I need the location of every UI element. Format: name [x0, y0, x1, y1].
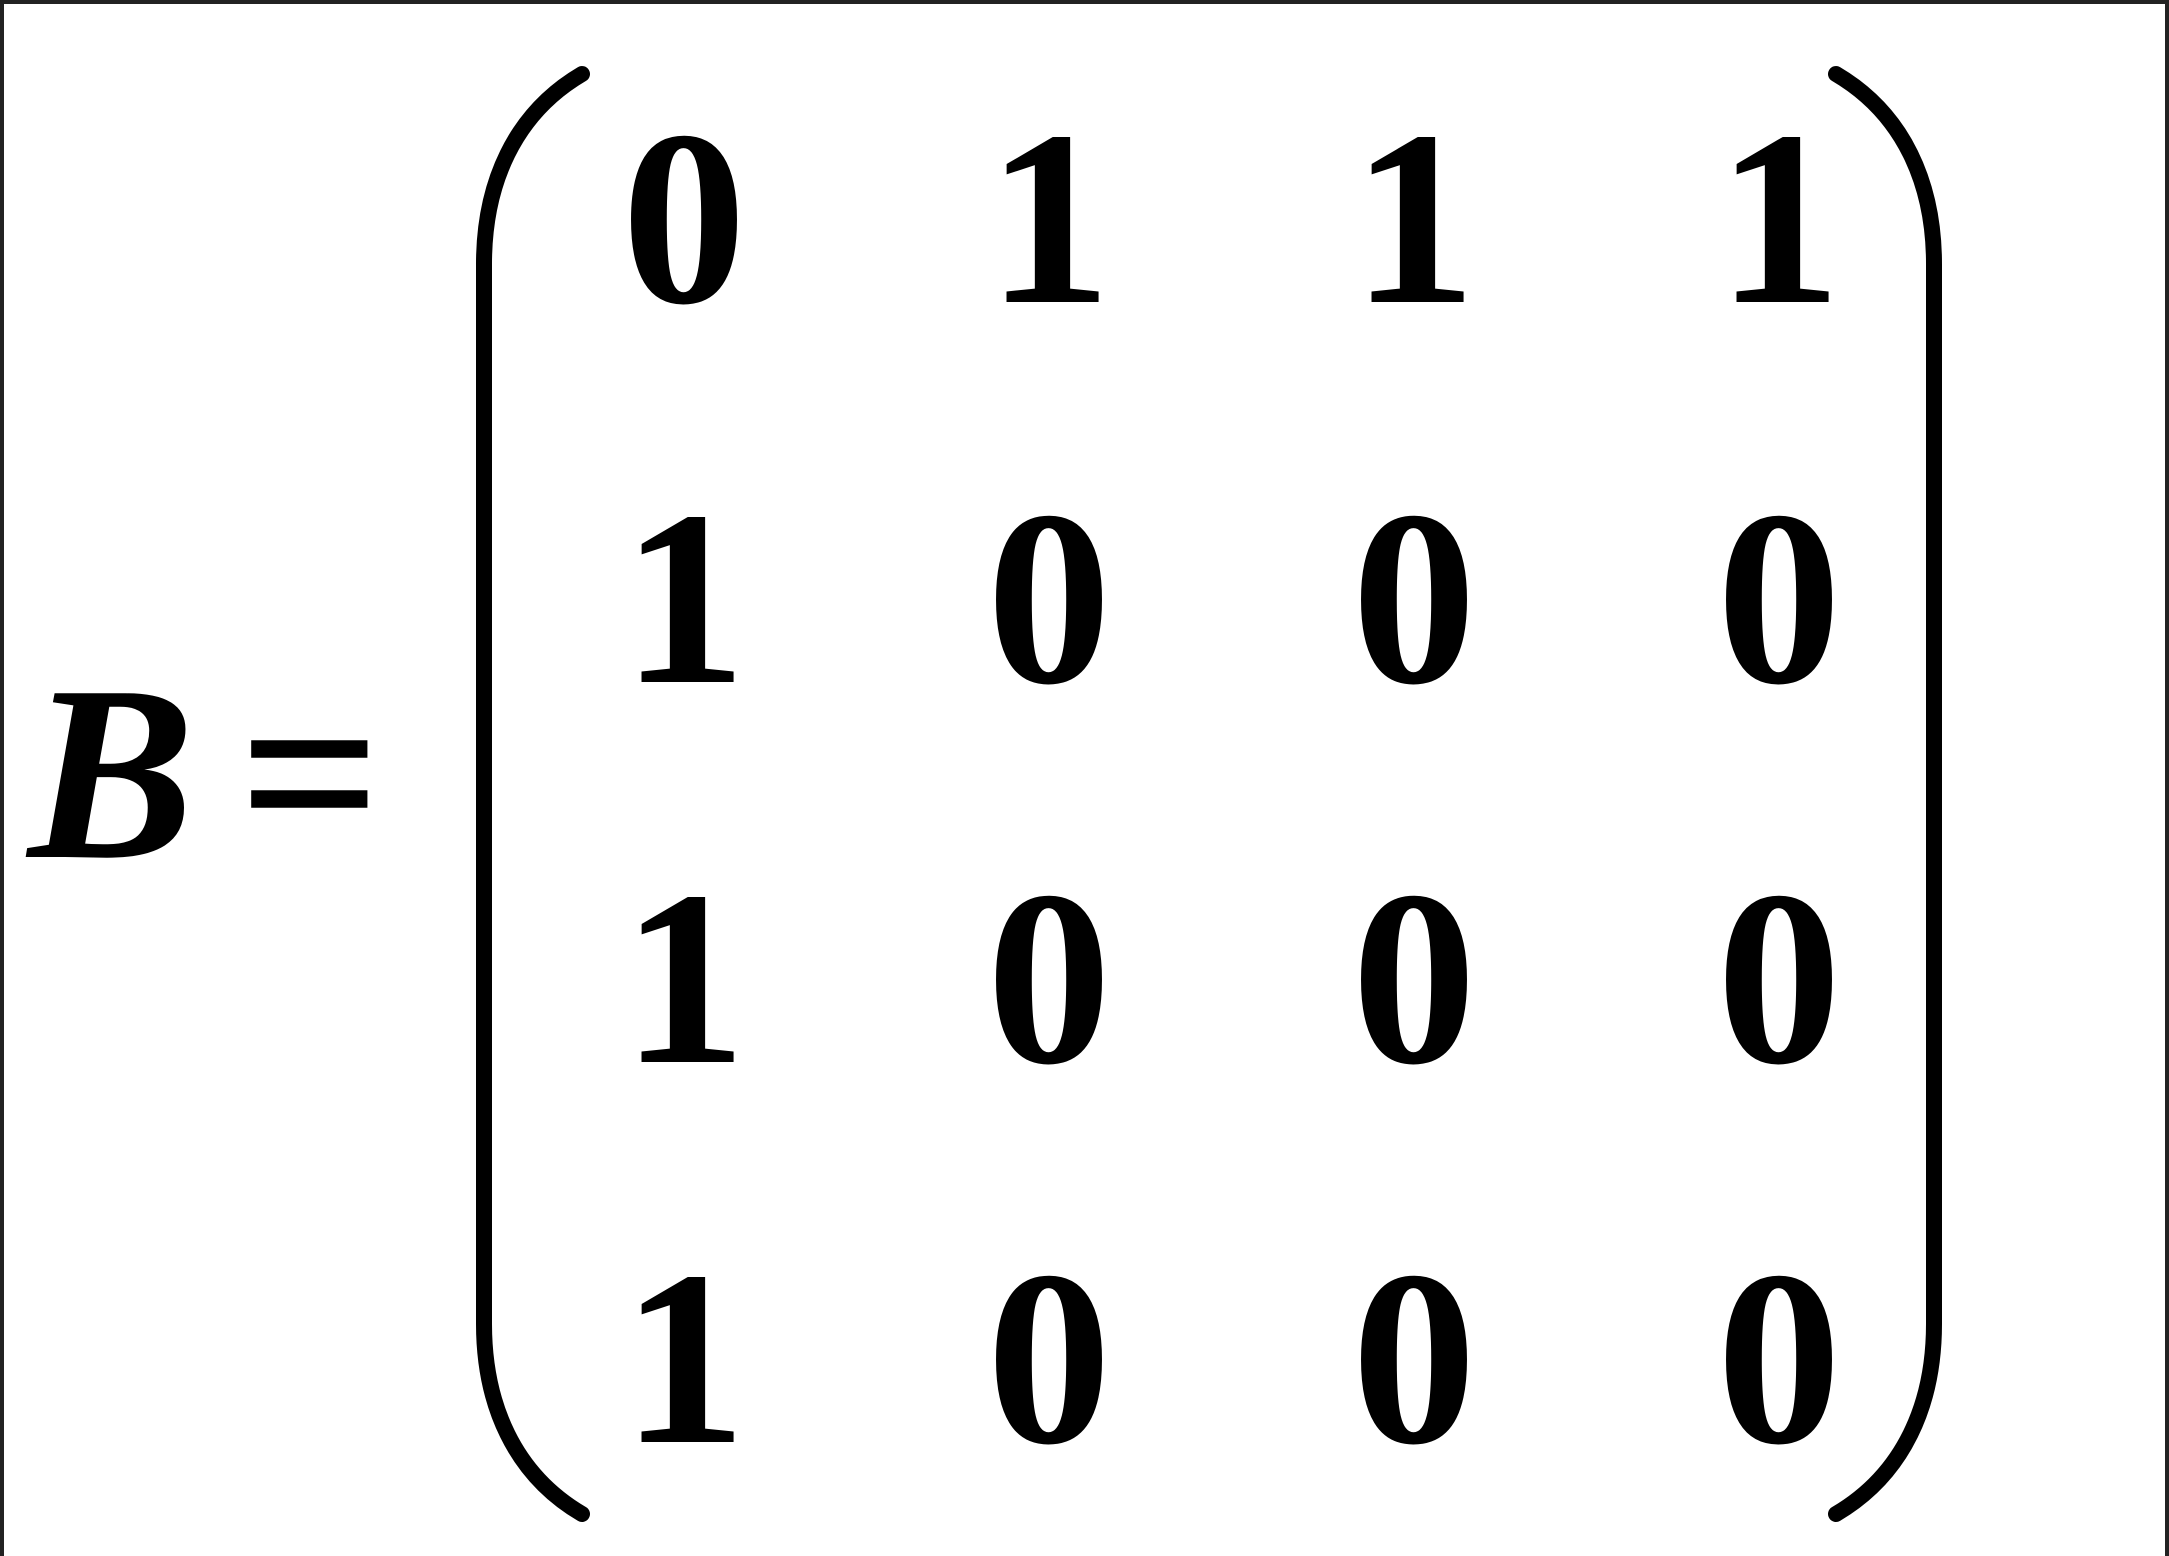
left-parenthesis [474, 64, 594, 1524]
matrix-equation-lhs: B = [28, 644, 381, 904]
matrix-cell: 0 [1351, 460, 1477, 737]
matrix-cell: 1 [621, 1220, 747, 1497]
matrix-cell: 0 [1716, 840, 1842, 1117]
matrix-cell: 1 [986, 80, 1112, 357]
matrix-cell: 0 [1716, 460, 1842, 737]
right-parenthesis [1824, 64, 1944, 1524]
matrix-cell: 0 [621, 80, 747, 357]
matrix-cell: 1 [621, 840, 747, 1117]
matrix-cell: 1 [1351, 80, 1477, 357]
matrix-cell: 0 [1351, 1220, 1477, 1497]
matrix-cell: 1 [621, 460, 747, 737]
matrix-cell: 0 [986, 460, 1112, 737]
equation-canvas: B = 0 1 1 1 1 0 0 0 1 0 0 0 1 0 0 0 [4, 4, 2165, 1556]
equals-sign: = [238, 635, 382, 912]
matrix-cell: 0 [986, 1220, 1112, 1497]
matrix-variable: B [28, 635, 195, 912]
matrix-cell: 0 [1351, 840, 1477, 1117]
matrix-cell: 0 [986, 840, 1112, 1117]
matrix-grid: 0 1 1 1 1 0 0 0 1 0 0 0 1 0 0 0 [564, 94, 2024, 1534]
matrix-cell: 1 [1716, 80, 1842, 357]
matrix-cell: 0 [1716, 1220, 1842, 1497]
